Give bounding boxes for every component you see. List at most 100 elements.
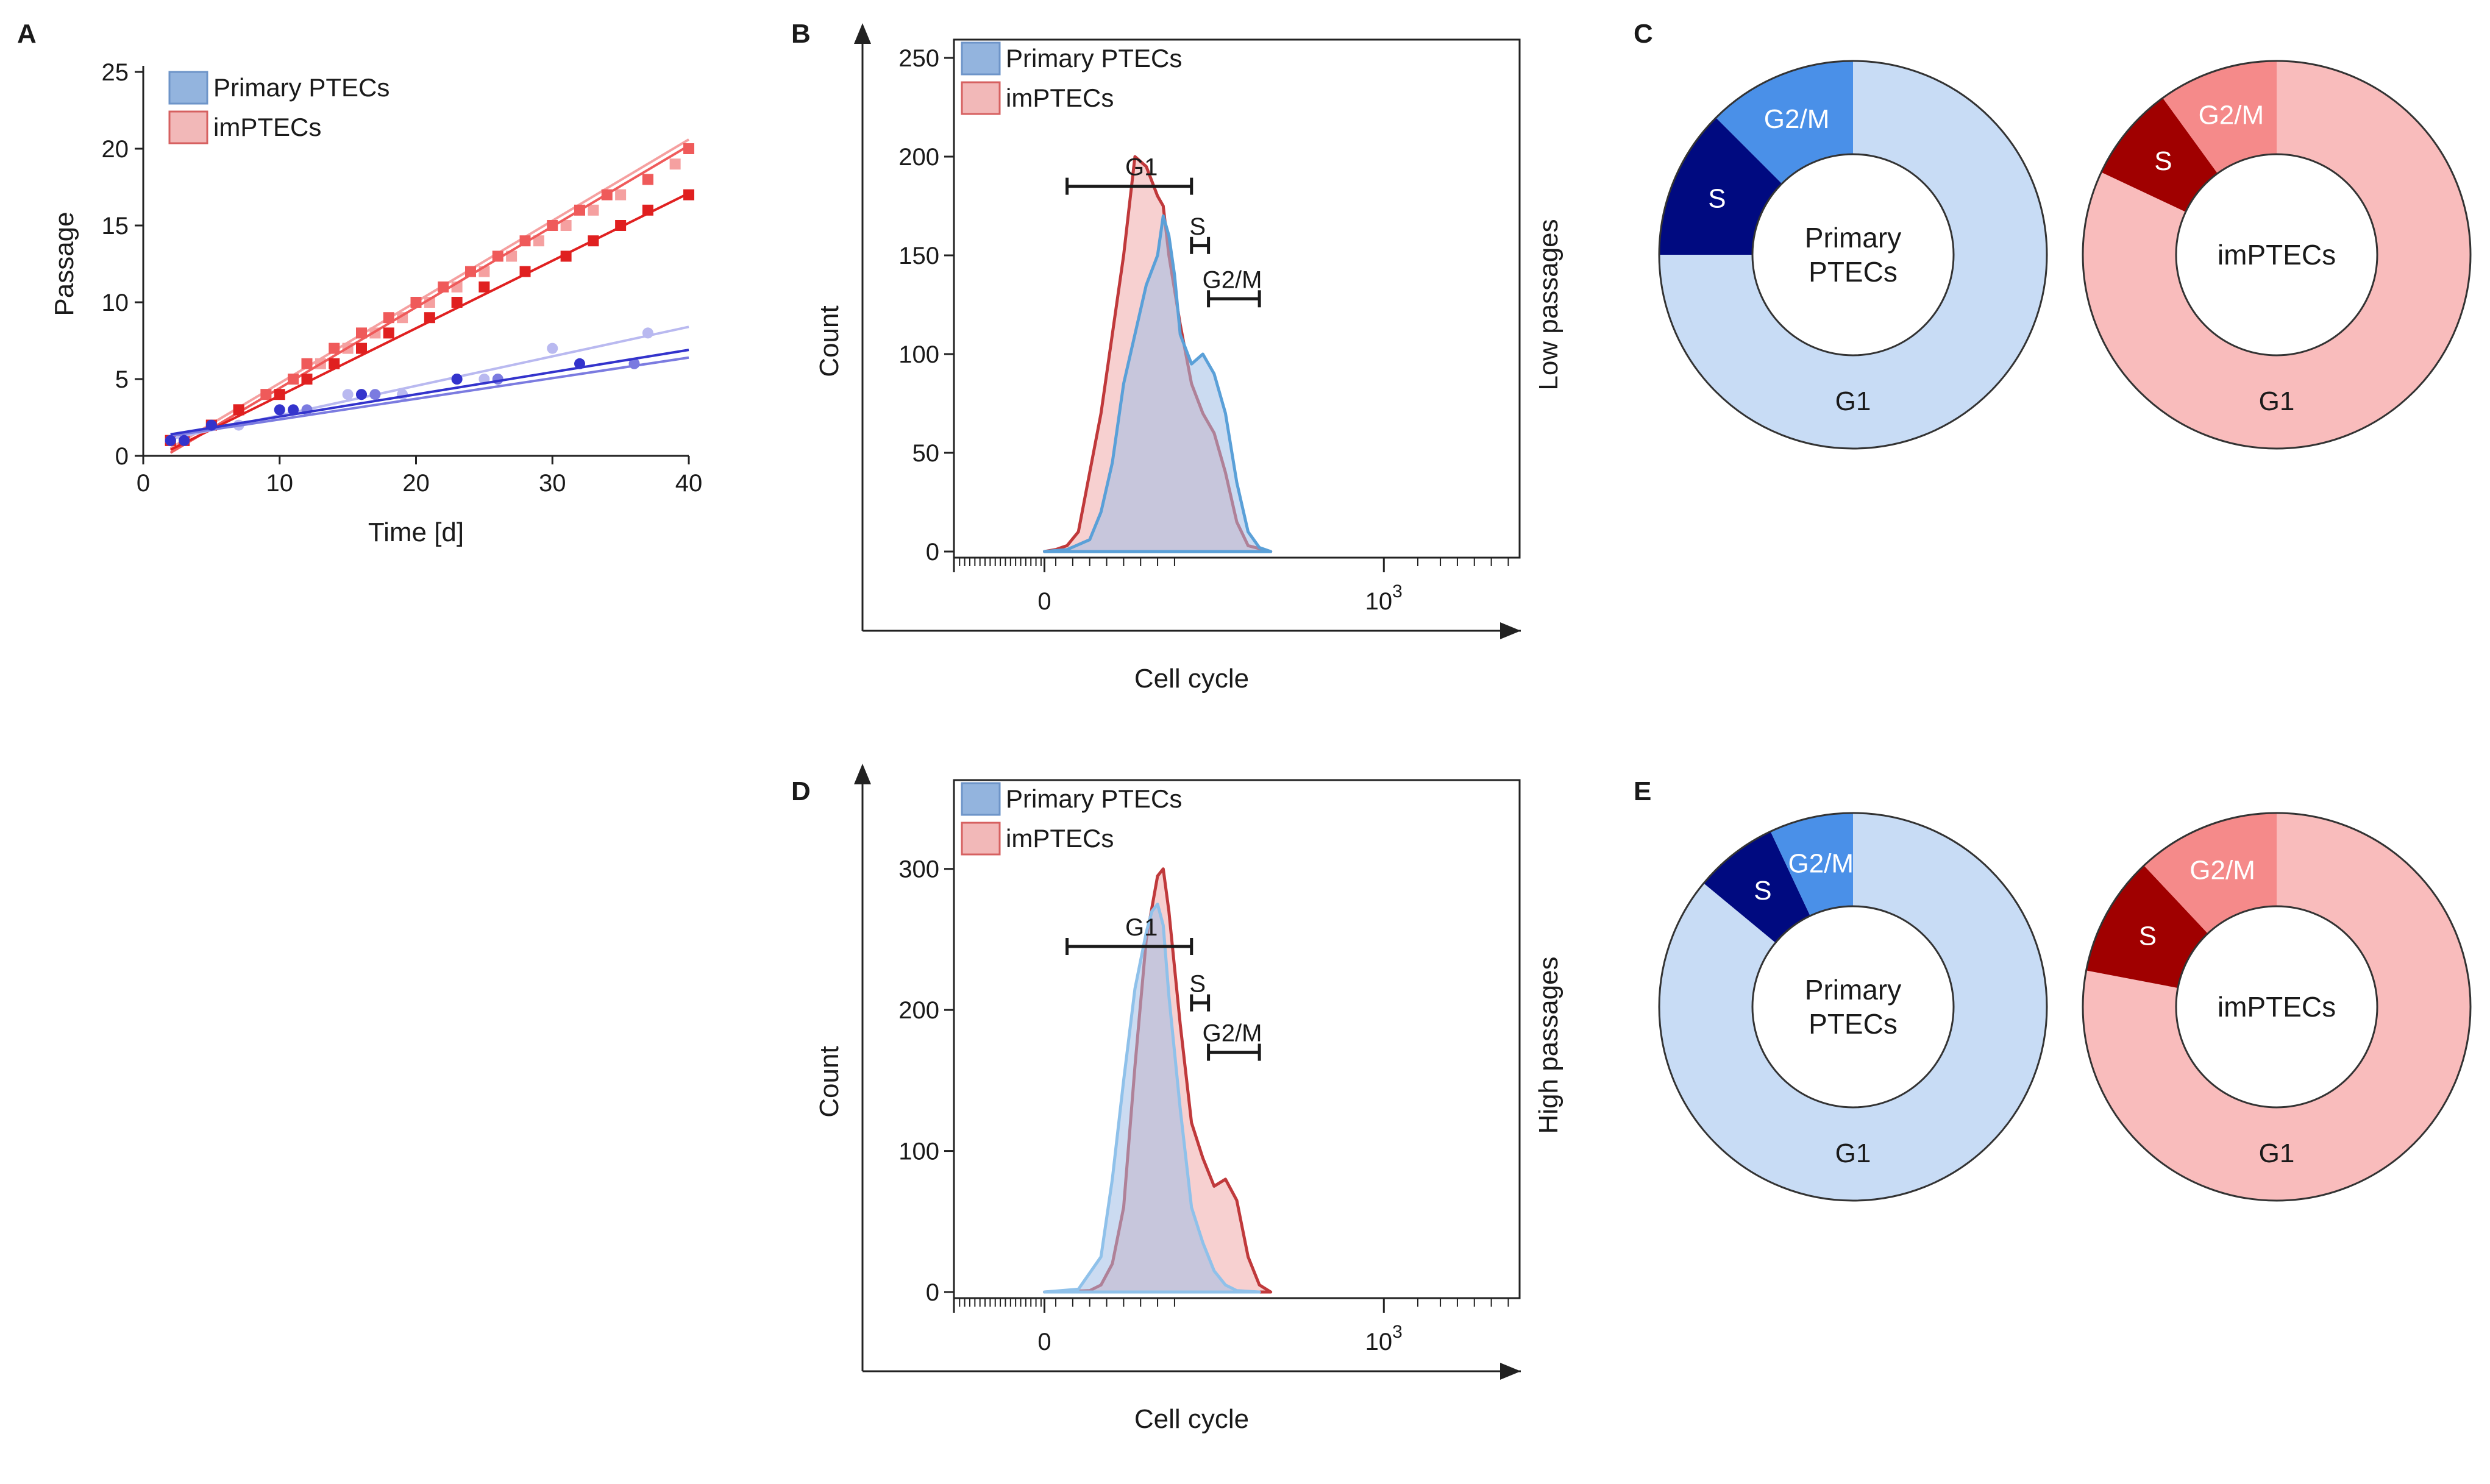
data-point-square — [669, 158, 681, 170]
panel-letter-b: B — [791, 19, 811, 49]
y-tick-label: 0 — [926, 539, 939, 566]
donut-label-s: S — [1708, 184, 1726, 214]
donut-center-label: PTECs — [1809, 1008, 1898, 1040]
data-point-circle — [165, 435, 176, 446]
donut-slice-s — [2101, 98, 2218, 212]
gate-label-g2m: G2/M — [1203, 1020, 1262, 1047]
data-point-square — [383, 312, 394, 324]
data-point-square — [329, 358, 340, 369]
donut-inner-hole — [2175, 153, 2378, 357]
panel-b-x-axis-label: Cell cycle — [1134, 664, 1249, 694]
panel-letter-e: E — [1634, 776, 1651, 806]
data-point-square — [642, 204, 653, 216]
y-tick-label: 50 — [912, 440, 940, 467]
data-point-circle — [356, 389, 367, 400]
panel-letter-a: A — [17, 19, 37, 49]
donut-center-label: imPTECs — [2218, 239, 2336, 271]
fit-line — [169, 138, 690, 450]
donut-label-g1: G1 — [1835, 386, 1871, 416]
data-point-square — [533, 235, 544, 247]
panel-b-x-tick-zero: 0 — [1037, 588, 1051, 615]
legend-label: Primary PTECs — [213, 73, 390, 102]
donut-slice-g2m — [2144, 813, 2277, 934]
panel-d-x-tick-base: 10 — [1365, 1329, 1393, 1355]
y-tick-label: 20 — [102, 136, 129, 163]
data-point-circle — [288, 404, 299, 416]
y-tick-label: 150 — [898, 243, 939, 269]
fit-line — [170, 349, 689, 436]
plot-frame — [953, 38, 1521, 559]
data-point-square — [519, 266, 531, 277]
y-tick-label: 100 — [898, 1138, 939, 1165]
gate-label-g1: G1 — [1125, 154, 1158, 181]
data-point-square — [424, 312, 435, 324]
donut-slice-g1 — [1659, 813, 2047, 1201]
data-point-square — [615, 189, 627, 201]
donut-inner-hole — [1751, 905, 1955, 1109]
donut-label-g2m: G2/M — [2189, 855, 2255, 885]
data-point-circle — [492, 374, 503, 385]
legend-label: imPTECs — [1006, 83, 1114, 112]
panel-letter-c: C — [1634, 19, 1653, 49]
panel-d-x-tick-thousand: 103 — [1365, 1322, 1403, 1355]
legend-swatch — [961, 81, 1001, 115]
legend-label: imPTECs — [213, 113, 321, 141]
donut-label-g2m: G2/M — [1764, 104, 1830, 134]
panel-b-x-tick-exp: 3 — [1392, 581, 1403, 602]
donut-center-label: PTECs — [1809, 256, 1898, 288]
data-point-square — [615, 220, 627, 231]
fit-line — [170, 356, 689, 438]
x-arrow-head — [1500, 622, 1521, 639]
x-arrow-head — [1500, 1363, 1521, 1380]
donut-slice-g1 — [2082, 813, 2470, 1201]
y-tick-label: 200 — [898, 144, 939, 171]
donut-label-s: S — [1754, 876, 1771, 906]
data-point-square — [683, 189, 694, 201]
donut-label-g1: G1 — [2259, 1138, 2295, 1168]
plot-frame — [953, 779, 1521, 1299]
donut-slice-g1 — [1659, 61, 2047, 449]
data-point-square — [588, 235, 599, 247]
data-point-square — [519, 235, 531, 247]
y-tick-label: 10 — [102, 289, 129, 316]
data-point-square — [288, 374, 299, 385]
data-point-square — [329, 343, 340, 354]
donut-slice-s — [1703, 831, 1810, 943]
panel-b-x-tick-thousand: 103 — [1365, 581, 1403, 615]
y-tick-label: 200 — [898, 997, 939, 1024]
donut-slice-g1 — [2083, 61, 2470, 449]
data-point-circle — [179, 435, 190, 446]
donut-outer-ring — [2082, 60, 2472, 450]
panel-d-y-axis-label: Count — [814, 1046, 844, 1117]
panel-b-x-tick-base: 10 — [1365, 588, 1393, 615]
y-tick-label: 0 — [115, 443, 129, 470]
side-label-high-passages: High passages — [1534, 956, 1563, 1134]
data-point-square — [451, 297, 463, 308]
panel-a-y-axis-label: Passage — [49, 211, 79, 316]
panel-d-x-axis-label: Cell cycle — [1134, 1404, 1249, 1434]
x-tick-label: 0 — [137, 470, 150, 497]
data-point-circle — [342, 389, 354, 400]
donut-slice-g2m — [2163, 61, 2277, 174]
donut-slice-s — [2086, 865, 2208, 989]
y-tick-label: 250 — [898, 45, 939, 72]
legend-swatch — [961, 822, 1001, 856]
donut-slice-g2m — [1716, 61, 1853, 184]
panel-d-x-tick-exp: 3 — [1392, 1322, 1403, 1342]
data-point-square — [233, 404, 244, 416]
donut-label-g1: G1 — [1835, 1138, 1871, 1168]
data-point-square — [438, 281, 449, 293]
x-tick-label: 10 — [266, 470, 294, 497]
data-point-circle — [574, 358, 585, 369]
data-point-square — [560, 220, 572, 231]
donut-inner-hole — [2175, 905, 2378, 1109]
gate-label-s: S — [1189, 213, 1206, 240]
donut-center-label: Primary — [1805, 974, 1901, 1006]
data-point-square — [683, 143, 694, 154]
legend-swatch — [961, 41, 1001, 76]
